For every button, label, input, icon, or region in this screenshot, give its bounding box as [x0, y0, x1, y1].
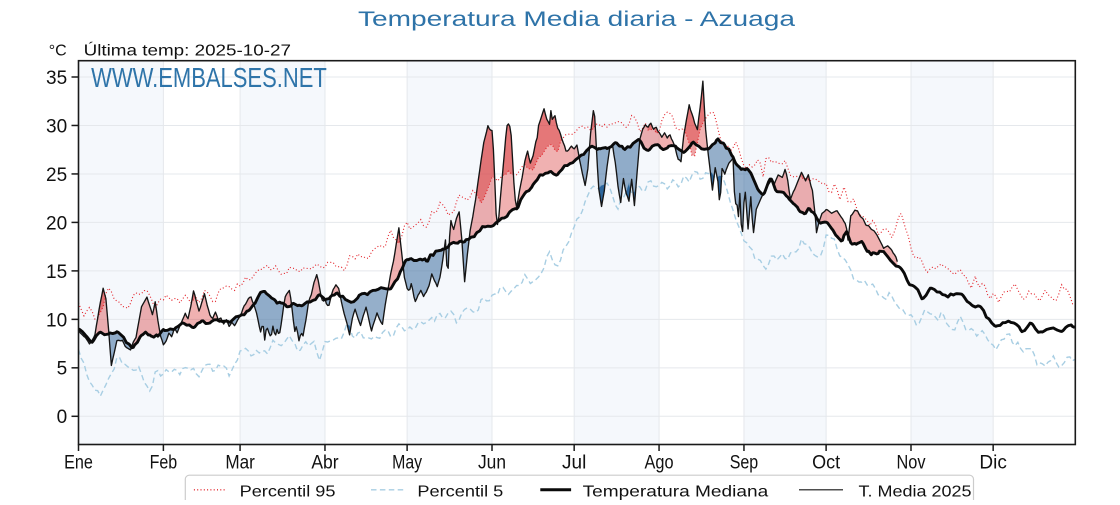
svg-text:Temperatura Mediana: Temperatura Mediana	[583, 484, 769, 501]
svg-text:0: 0	[57, 407, 68, 428]
svg-text:May: May	[392, 453, 422, 474]
svg-text:Ene: Ene	[64, 453, 93, 474]
svg-text:T. Media 2025: T. Media 2025	[859, 484, 972, 501]
svg-text:Abr: Abr	[311, 453, 339, 474]
svg-text:Percentil 95: Percentil 95	[240, 484, 336, 501]
svg-text:Feb: Feb	[150, 453, 178, 474]
svg-text:10: 10	[46, 310, 67, 331]
svg-text:Percentil 5: Percentil 5	[417, 484, 503, 501]
svg-text:35: 35	[46, 68, 67, 89]
svg-text:Jun: Jun	[478, 453, 506, 474]
svg-text:Mar: Mar	[225, 453, 255, 474]
svg-text:Sep: Sep	[730, 453, 759, 474]
svg-text:Última temp: 2025-10-27: Última temp: 2025-10-27	[84, 40, 292, 59]
svg-text:15: 15	[46, 262, 67, 283]
svg-text:5: 5	[57, 359, 68, 380]
svg-text:25: 25	[46, 165, 67, 186]
svg-text:Nov: Nov	[897, 453, 926, 474]
svg-text:Jul: Jul	[562, 453, 586, 474]
svg-text:Temperatura Media diaria - Azu: Temperatura Media diaria - Azuaga	[358, 7, 795, 31]
svg-text:20: 20	[46, 213, 67, 234]
svg-text:WWW.EMBALSES.NET: WWW.EMBALSES.NET	[91, 62, 327, 93]
svg-text:Ago: Ago	[645, 453, 674, 474]
svg-text:Dic: Dic	[979, 453, 1006, 474]
svg-text:30: 30	[46, 116, 67, 137]
svg-text:Oct: Oct	[812, 453, 841, 474]
svg-text:°C: °C	[49, 42, 67, 59]
